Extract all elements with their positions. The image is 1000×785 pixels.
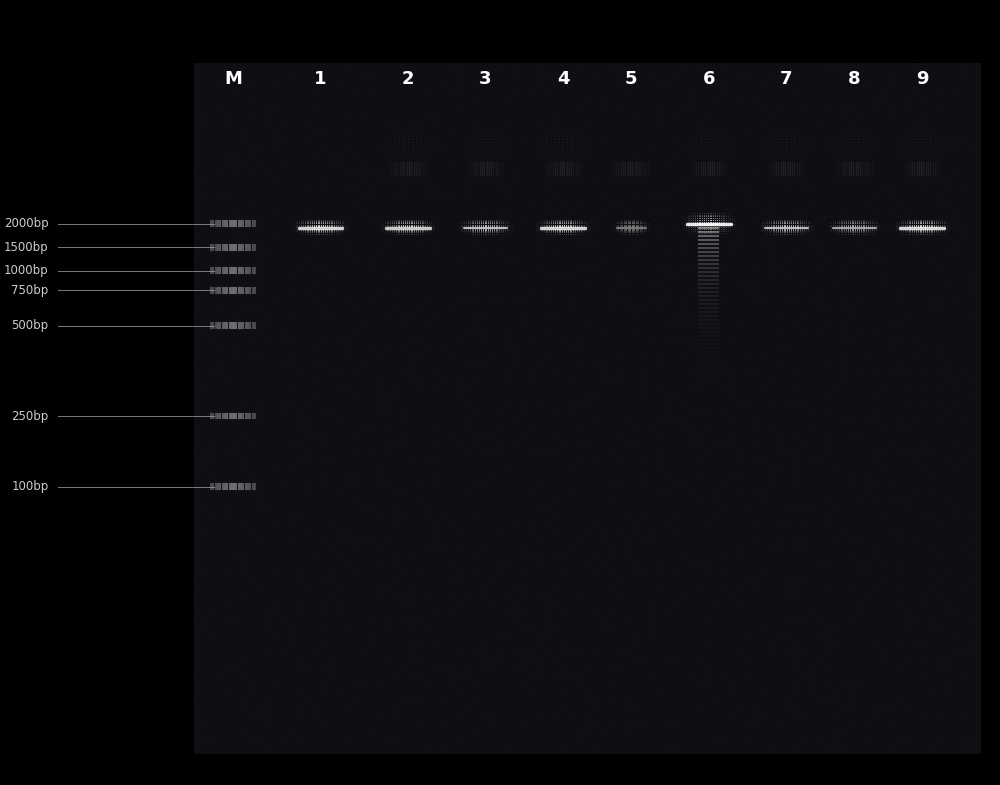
Text: 9: 9	[916, 70, 929, 87]
Text: 4: 4	[557, 70, 569, 87]
Text: 2: 2	[402, 70, 414, 87]
Text: 250bp: 250bp	[11, 410, 49, 422]
Text: 1000bp: 1000bp	[4, 265, 49, 277]
Text: 3: 3	[479, 70, 492, 87]
Text: 8: 8	[848, 70, 861, 87]
Text: 5: 5	[625, 70, 637, 87]
Text: 100bp: 100bp	[11, 480, 49, 493]
Text: 1: 1	[314, 70, 327, 87]
Text: 500bp: 500bp	[11, 319, 49, 332]
Text: M: M	[224, 70, 242, 87]
Bar	[194, 63, 981, 754]
Text: 2000bp: 2000bp	[4, 217, 49, 230]
Text: 7: 7	[780, 70, 793, 87]
Text: 6: 6	[702, 70, 715, 87]
Text: 1500bp: 1500bp	[4, 241, 49, 254]
Text: 750bp: 750bp	[11, 284, 49, 297]
